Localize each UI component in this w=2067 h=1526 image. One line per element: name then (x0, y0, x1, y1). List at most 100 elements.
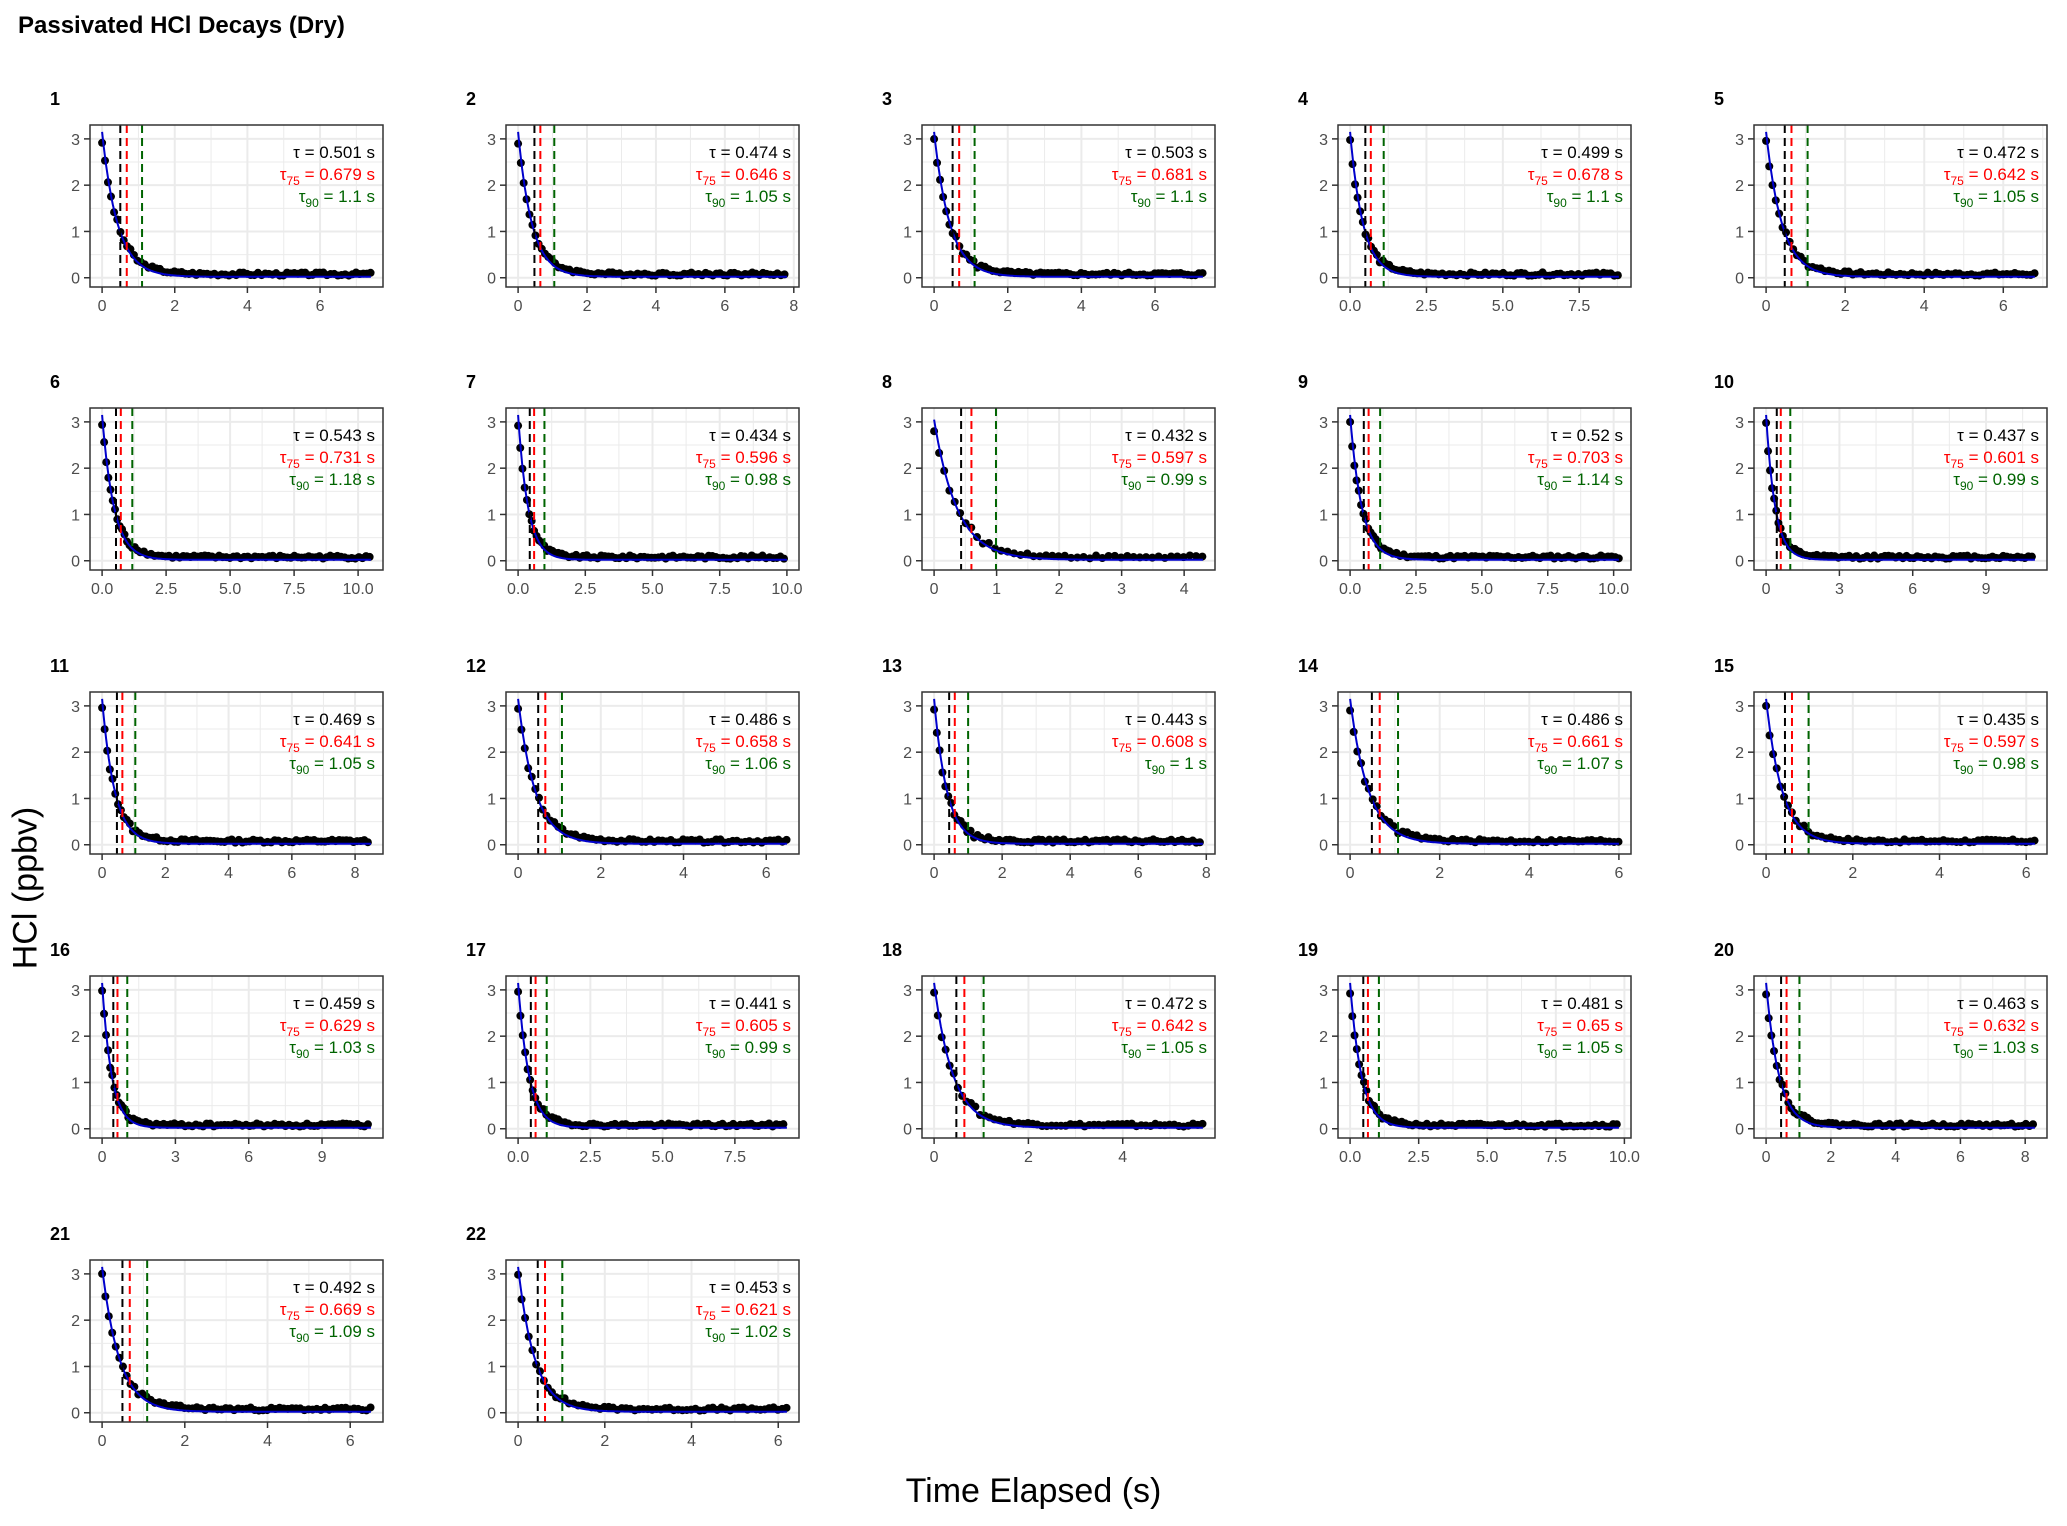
tau90-subscript: 90 (1960, 763, 1974, 777)
y-tick-label: 0 (71, 271, 80, 288)
panel-border (89, 407, 384, 571)
panel-label: 22 (466, 1224, 486, 1244)
y-tick-label: 2 (487, 1029, 496, 1046)
fit-curve (1349, 131, 1619, 278)
x-tick-label: 4 (243, 298, 252, 315)
y-tick-label: 2 (487, 461, 496, 478)
tau75-subscript: 75 (1951, 457, 1965, 471)
tau-annotation: τ = 0.435 s (1957, 710, 2039, 729)
tau75-annotation: τ75 = 0.681 s (1112, 165, 1207, 188)
y-tick-label: 2 (71, 461, 80, 478)
tau90-value: = 1.1 s (1151, 187, 1207, 206)
tau75-value: = 0.596 s (716, 448, 791, 467)
tau75-symbol: τ (1944, 448, 1951, 467)
x-tick-label: 6 (1614, 865, 1623, 882)
tau-annotation: τ = 0.492 s (293, 1278, 375, 1297)
tau-annotation: τ = 0.443 s (1125, 710, 1207, 729)
panel-background (1338, 408, 1631, 570)
data-point (1185, 551, 1194, 560)
data-point (1042, 551, 1051, 560)
y-tick-label: 2 (1735, 745, 1744, 762)
y-tick-label: 1 (1735, 507, 1744, 524)
x-tick-label: 0.0 (1339, 298, 1361, 315)
y-tick-label: 1 (903, 1075, 912, 1092)
tau75-subscript: 75 (1535, 457, 1549, 471)
tau75-value: = 0.642 s (1132, 1016, 1207, 1035)
tau75-symbol: τ (696, 732, 703, 751)
tau75-value: = 0.601 s (1964, 448, 2039, 467)
y-tick-label: 3 (487, 983, 496, 1000)
panel-label: 19 (1298, 940, 1318, 960)
tau75-annotation: τ75 = 0.641 s (280, 732, 375, 755)
x-tick-label: 4 (263, 1433, 272, 1450)
y-tick-label: 3 (71, 415, 80, 432)
tau90-symbol: τ (705, 1322, 712, 1341)
tau90-value: = 1.1 s (1567, 187, 1623, 206)
tau90-value: = 1.03 s (1973, 1038, 2039, 1057)
tau90-subscript: 90 (296, 1047, 310, 1061)
y-tick-label: 0 (71, 1406, 80, 1423)
tau90-annotation: τ90 = 1.14 s (1537, 470, 1623, 493)
tau75-value: = 0.681 s (1132, 165, 1207, 184)
tau90-symbol: τ (1121, 1038, 1128, 1057)
y-tick-label: 1 (1735, 224, 1744, 241)
x-tick-label: 8 (1202, 865, 1211, 882)
x-tick-label: 0.0 (507, 581, 529, 598)
tau75-symbol: τ (280, 1300, 287, 1319)
tau75-annotation: τ75 = 0.65 s (1537, 1016, 1623, 1039)
x-tick-label: 0 (98, 298, 107, 315)
tau90-value: = 0.98 s (725, 470, 791, 489)
panel-label: 4 (1298, 89, 1308, 109)
y-tick-label: 1 (1319, 791, 1328, 808)
data-point (1060, 551, 1069, 560)
x-tick-label: 6 (287, 865, 296, 882)
panel-border (921, 975, 1216, 1139)
panel-border (1753, 407, 2048, 571)
x-tick-label: 7.5 (1545, 1149, 1567, 1166)
panel-label: 9 (1298, 372, 1308, 392)
tau90-symbol: τ (1145, 754, 1152, 773)
data-point (1612, 1120, 1621, 1129)
y-tick-label: 0 (1735, 838, 1744, 855)
tau90-subscript: 90 (712, 1331, 726, 1345)
x-tick-label: 10.0 (1598, 581, 1629, 598)
x-tick-label: 0 (1346, 865, 1355, 882)
panel-border (505, 975, 800, 1139)
tau75-subscript: 75 (1951, 1025, 1965, 1039)
tau75-value: = 0.597 s (1132, 448, 1207, 467)
tau90-symbol: τ (1953, 754, 1960, 773)
fit-curve (933, 698, 1203, 845)
x-tick-label: 2 (998, 865, 1007, 882)
tau90-annotation: τ90 = 1.03 s (289, 1038, 375, 1061)
tau75-annotation: τ75 = 0.596 s (696, 448, 791, 471)
x-tick-label: 3 (171, 1149, 180, 1166)
tau75-value: = 0.65 s (1557, 1016, 1623, 1035)
x-tick-label: 2 (1435, 865, 1444, 882)
tau75-value: = 0.621 s (716, 1300, 791, 1319)
panel-border (1337, 975, 1632, 1139)
y-tick-label: 1 (71, 224, 80, 241)
x-tick-label: 4 (1077, 298, 1086, 315)
x-tick-label: 2 (1024, 1149, 1033, 1166)
tau75-symbol: τ (1112, 165, 1119, 184)
x-tick-label: 5.0 (1492, 298, 1514, 315)
data-point (779, 1120, 788, 1129)
tau-annotation: τ = 0.469 s (293, 710, 375, 729)
panel-background (90, 408, 383, 570)
data-point (1614, 554, 1623, 563)
tau90-subscript: 90 (1960, 479, 1974, 493)
y-tick-label: 0 (1319, 554, 1328, 571)
y-tick-label: 2 (903, 745, 912, 762)
tau75-value: = 0.669 s (300, 1300, 375, 1319)
y-tick-label: 3 (1735, 699, 1744, 716)
data-point (2027, 552, 2036, 561)
tau90-annotation: τ90 = 1.1 s (1131, 187, 1207, 210)
y-tick-label: 1 (71, 507, 80, 524)
y-tick-label: 3 (1735, 132, 1744, 149)
tau90-subscript: 90 (712, 479, 726, 493)
y-tick-label: 0 (487, 838, 496, 855)
y-tick-label: 3 (903, 415, 912, 432)
y-tick-label: 3 (487, 699, 496, 716)
